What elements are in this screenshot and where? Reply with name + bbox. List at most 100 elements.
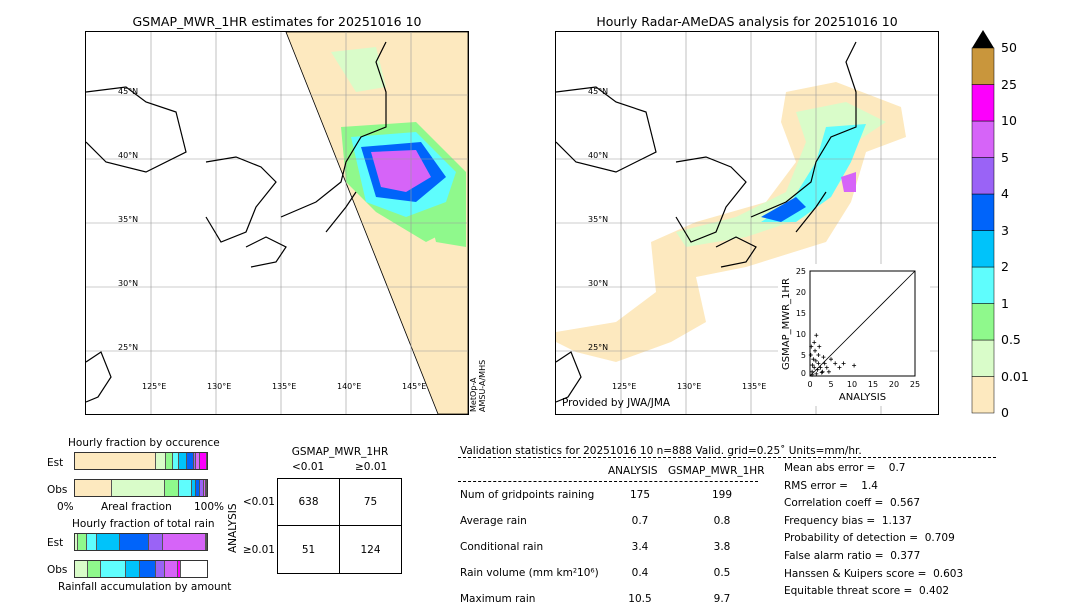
lat-label: 45°N — [588, 87, 609, 96]
lat-label: 35°N — [588, 215, 609, 224]
score-line: Equitable threat score = 0.402 — [784, 585, 950, 598]
x-tick-label: 0 — [807, 380, 812, 389]
score-line: Mean abs error = 0.7 — [784, 462, 906, 474]
lon-label: 130°E — [207, 382, 232, 391]
total-rain-footer: Rainfall accumulation by amount — [58, 581, 232, 593]
colorbar-bin — [971, 303, 995, 341]
fraction-segment — [155, 453, 167, 469]
obs-label: Obs — [47, 484, 68, 496]
left-map-svg — [86, 32, 468, 414]
fraction-segment — [177, 561, 181, 577]
stat-g: 9.7 — [713, 593, 731, 605]
scatter-point — [833, 361, 838, 366]
scatter-point — [808, 353, 813, 357]
stat-label: Num of gridpoints raining — [460, 489, 595, 501]
axis-left-label: 0% — [57, 501, 74, 513]
fraction-segment — [86, 534, 98, 550]
rain-area — [761, 197, 806, 222]
colorbar-tick-label: 2 — [1001, 259, 1009, 274]
stat-g: 199 — [711, 489, 733, 501]
fraction-segment — [77, 534, 87, 550]
colorbar-tick-label: 1 — [1001, 295, 1009, 311]
divider — [458, 457, 996, 458]
x-tick-label: 25 — [910, 380, 920, 389]
col-gsmap: GSMAP_MWR_1HR — [668, 465, 765, 477]
contingency-col-title: GSMAP_MWR_1HR — [291, 446, 389, 458]
divider — [458, 481, 758, 482]
fraction-segment — [205, 480, 207, 496]
fraction-segment — [119, 534, 149, 550]
lat-label: 40°N — [118, 151, 139, 160]
fraction-segment — [164, 561, 178, 577]
occurrence-title: Hourly fraction by occurence — [68, 437, 220, 449]
colorbar-bin — [971, 339, 995, 377]
stat-label: Average rain — [460, 515, 527, 527]
colorbar-tick-label: 0.5 — [1001, 332, 1021, 347]
scatter-point — [811, 357, 816, 362]
lon-label: 125°E — [612, 382, 637, 391]
y-tick-label: 20 — [796, 288, 806, 297]
colorbar-extend-arrow — [972, 30, 994, 48]
y-tick-label: 25 — [796, 267, 806, 276]
est-label: Est — [47, 537, 64, 549]
coastline — [86, 41, 387, 403]
occurrence-est-bar — [74, 452, 208, 470]
contingency-cell: 124 — [339, 525, 402, 574]
rain-area — [331, 47, 386, 92]
lon-label: 125°E — [142, 382, 167, 391]
colorbar-bin — [971, 120, 995, 158]
scatter-point — [809, 344, 814, 349]
colorbar-bin — [971, 230, 995, 268]
total-rain-title: Hourly fraction of total rain — [72, 518, 215, 530]
fraction-segment — [97, 534, 120, 550]
colorbar-tick-label: 25 — [1001, 76, 1017, 92]
scatter-point — [817, 344, 822, 349]
lat-label: 35°N — [118, 215, 139, 224]
scatter-point — [812, 340, 817, 345]
col-label: <0.01 — [292, 461, 325, 473]
lon-label: 145°E — [402, 382, 427, 391]
lon-label: 135°E — [742, 382, 767, 391]
colorbar-bin — [971, 84, 995, 122]
lon-label: 130°E — [677, 382, 702, 391]
fraction-segment — [200, 453, 207, 469]
colorbar-tick-label: 0.01 — [1001, 368, 1029, 384]
scatter-ylabel: GSMAP_MWR_1HR — [781, 278, 792, 370]
scatter-point — [829, 357, 833, 362]
colorbar-tick-label: 3 — [1001, 222, 1009, 238]
right-map-svg — [556, 32, 938, 414]
contingency-cell: 638 — [277, 478, 340, 526]
score-line: Correlation coeff = 0.567 — [784, 497, 920, 510]
scatter-point — [824, 365, 829, 370]
fraction-segment — [172, 453, 180, 469]
scatter-point — [852, 363, 857, 368]
fraction-segment — [75, 453, 156, 469]
colorbar-bin — [971, 266, 995, 304]
colorbar — [971, 30, 995, 414]
total-rain-obs-bar — [74, 560, 208, 578]
fraction-segment — [111, 480, 165, 496]
colorbar-tick-label: 4 — [1001, 186, 1009, 201]
lat-label: 25°N — [588, 343, 609, 352]
stat-a: 0.7 — [631, 515, 649, 527]
contingency-cell: 51 — [277, 525, 340, 574]
colorbar-bin — [971, 376, 995, 414]
scatter-point — [815, 367, 820, 372]
lat-label: 30°N — [588, 279, 609, 288]
colorbar-bin — [971, 157, 995, 195]
coastline — [556, 41, 857, 403]
fraction-segment — [163, 534, 206, 550]
stat-a: 10.5 — [628, 593, 652, 605]
scatter-point — [814, 333, 819, 338]
fraction-segment — [193, 453, 197, 469]
contingency-row-title: ANALYSIS — [227, 503, 239, 553]
score-line: Hanssen & Kuipers score = 0.603 — [784, 567, 964, 580]
scatter-point — [826, 369, 831, 374]
stat-g: 3.8 — [713, 541, 731, 553]
x-tick-label: 5 — [828, 380, 833, 389]
total-rain-est-bar — [74, 533, 208, 551]
scatter-point — [837, 365, 842, 370]
scatter-plot: 00 5 5 10 10 15 15 20 20 25 25 — [796, 267, 920, 389]
fraction-segment — [179, 480, 193, 496]
scatter-point — [841, 361, 846, 366]
